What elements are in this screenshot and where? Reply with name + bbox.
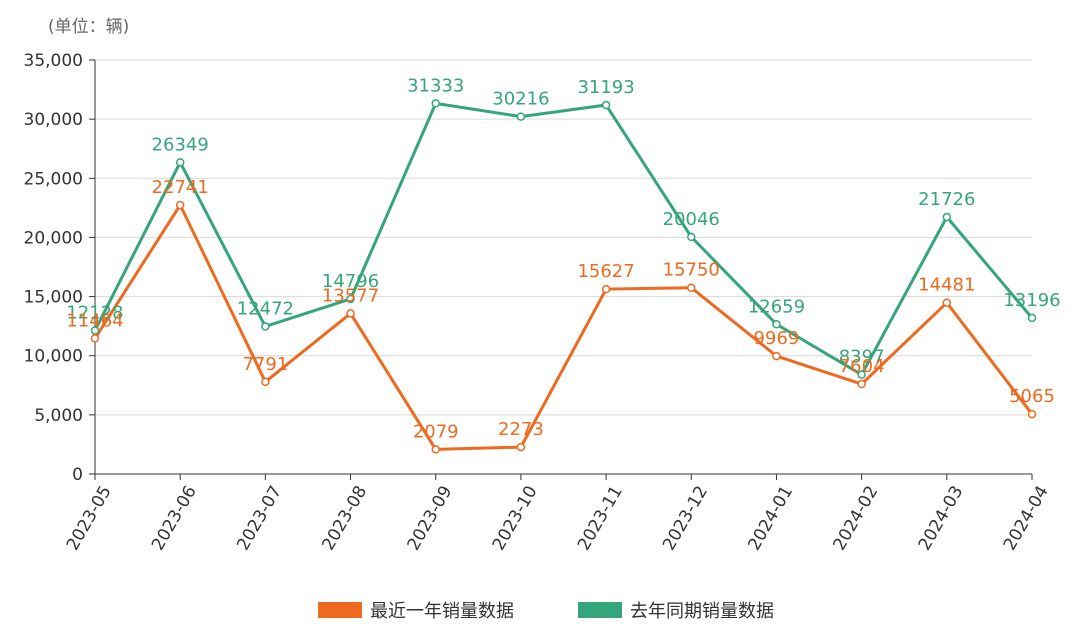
- series-line-1: [93, 101, 1034, 377]
- series-points: [90, 99, 1037, 454]
- data-point[interactable]: [601, 284, 611, 294]
- data-point[interactable]: [431, 445, 440, 454]
- x-tick-label: 2024-03: [915, 483, 968, 555]
- y-tick-label: 10,000: [24, 347, 83, 367]
- data-point[interactable]: [346, 294, 355, 304]
- legend-item-1[interactable]: 去年同期销量数据: [578, 601, 774, 622]
- grid: [95, 59, 1032, 416]
- data-point[interactable]: [90, 326, 100, 335]
- x-tick-label: 2024-01: [744, 483, 797, 555]
- data-point[interactable]: [687, 283, 696, 292]
- data-point[interactable]: [601, 100, 611, 110]
- y-tick-label: 15,000: [24, 288, 83, 308]
- data-label: 22741: [152, 177, 209, 198]
- x-tick-label: 2023-08: [318, 483, 371, 555]
- legend-swatch: [578, 602, 622, 618]
- legend[interactable]: 最近一年销量数据 去年同期销量数据: [318, 601, 774, 622]
- data-point[interactable]: [942, 212, 952, 222]
- data-point[interactable]: [516, 442, 526, 452]
- data-label: 5065: [1009, 386, 1055, 407]
- data-label: 8397: [839, 347, 885, 368]
- data-point[interactable]: [261, 322, 270, 331]
- legend-label: 最近一年销量数据: [370, 601, 514, 622]
- legend-label: 去年同期销量数据: [630, 601, 774, 622]
- x-tick-label: 2023-11: [574, 483, 627, 555]
- data-label: 30216: [492, 89, 549, 110]
- data-point[interactable]: [942, 298, 952, 307]
- y-axis: 0 5,000 10,000 15,000 20,000 25,000 30,000 35,0…: [24, 51, 96, 485]
- data-point[interactable]: [516, 112, 526, 121]
- y-tick-label: 0: [72, 465, 83, 485]
- x-axis: 2023-05 2023-06 2023-07 2023-08 2023-09 2023-…: [63, 473, 1053, 555]
- x-tick-label: 2024-04: [1000, 483, 1053, 555]
- x-tick-label: 2023-07: [233, 483, 286, 555]
- data-point[interactable]: [772, 351, 781, 361]
- data-label: 12659: [748, 296, 805, 317]
- x-tick-label: 2023-05: [63, 483, 116, 555]
- data-point[interactable]: [1027, 313, 1037, 323]
- y-tick-label: 20,000: [24, 228, 83, 248]
- x-tick-label: 2023-06: [148, 483, 201, 555]
- data-point[interactable]: [772, 320, 781, 329]
- x-tick-label: 2024-02: [830, 483, 883, 555]
- y-tick-label: 35,000: [24, 51, 83, 71]
- x-tick-label: 2023-09: [404, 483, 457, 555]
- data-label: 7604: [839, 356, 885, 377]
- data-label: 20046: [663, 209, 720, 230]
- data-label: 14796: [322, 271, 379, 292]
- y-tick-label: 25,000: [24, 169, 83, 189]
- legend-swatch: [318, 602, 362, 618]
- data-labels: 12128 26349 12472 14796 31333 30216 31193 20046…: [66, 75, 1060, 442]
- data-point[interactable]: [175, 200, 185, 210]
- data-point[interactable]: [175, 158, 185, 167]
- data-label: 7791: [242, 354, 288, 375]
- data-label: 13577: [322, 285, 379, 306]
- data-label: 2273: [498, 419, 544, 440]
- data-label: 21726: [918, 189, 975, 210]
- data-label: 2079: [413, 421, 459, 442]
- data-point[interactable]: [431, 99, 440, 108]
- data-point[interactable]: [346, 309, 355, 318]
- data-point[interactable]: [687, 232, 696, 242]
- data-label: 14481: [918, 275, 975, 296]
- x-tick-label: 2023-12: [659, 483, 712, 555]
- data-label: 9969: [754, 328, 800, 349]
- data-point[interactable]: [857, 379, 866, 389]
- y-tick-label: 30,000: [24, 110, 83, 130]
- data-point[interactable]: [857, 370, 866, 379]
- data-label: 15627: [577, 261, 634, 282]
- data-label: 26349: [152, 134, 209, 155]
- data-label: 31333: [407, 75, 464, 96]
- data-point[interactable]: [90, 334, 100, 343]
- data-point[interactable]: [1027, 409, 1037, 419]
- series-lines: [93, 101, 1034, 451]
- y-tick-label: 5,000: [34, 406, 83, 426]
- series-line-0: [93, 203, 1034, 451]
- data-label: 12472: [237, 298, 294, 319]
- data-point[interactable]: [261, 377, 270, 387]
- data-label: 15750: [663, 260, 720, 281]
- x-tick-label: 2023-10: [489, 483, 542, 555]
- data-label: 13196: [1003, 290, 1060, 311]
- data-label: 11464: [66, 310, 123, 331]
- data-label: 31193: [577, 77, 634, 98]
- data-label: 12128: [66, 303, 123, 324]
- legend-item-0[interactable]: 最近一年销量数据: [318, 601, 514, 622]
- unit-label: (单位：辆): [48, 17, 129, 37]
